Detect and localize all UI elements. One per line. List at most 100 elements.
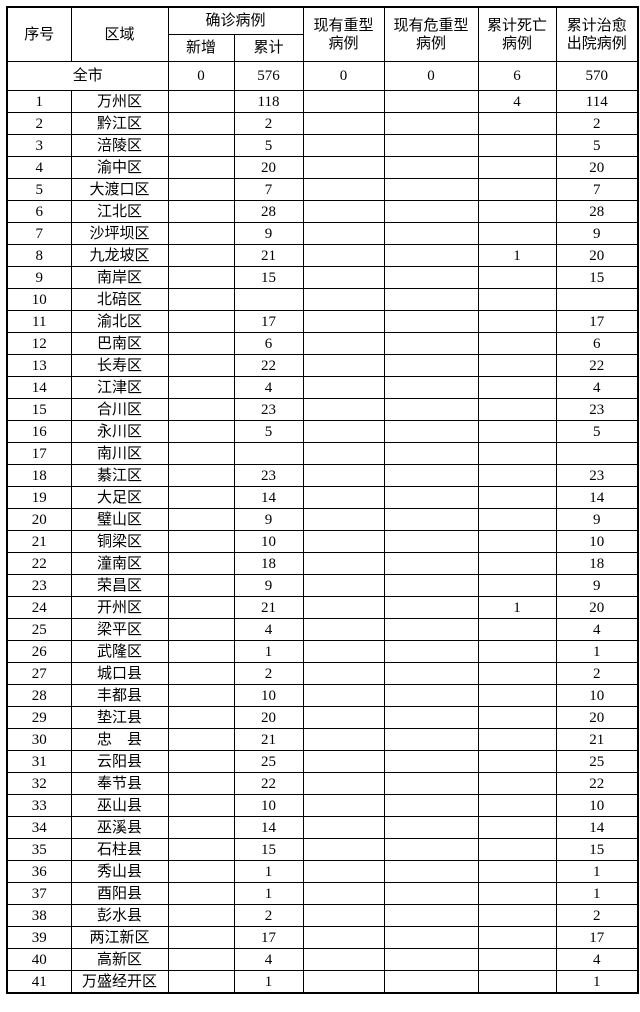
cured-cell: 4	[555, 618, 639, 641]
region-cell: 垫江县	[70, 706, 169, 729]
cured-cell: 17	[555, 926, 639, 949]
region-cell: 永川区	[70, 420, 169, 443]
region-cell: 梁平区	[70, 618, 169, 641]
critical-cell	[383, 112, 479, 135]
table-row: 13 长寿区 22 22	[6, 354, 639, 377]
new-cases-cell	[167, 706, 235, 729]
cumulative-cases-cell: 9	[233, 508, 304, 531]
new-cases-cell	[167, 442, 235, 465]
deaths-cell	[477, 200, 557, 223]
deaths-cell: 1	[477, 244, 557, 267]
header-cumulative-cases: 累计	[233, 34, 304, 62]
deaths-cell	[477, 948, 557, 971]
region-cell: 万盛经开区	[70, 970, 169, 994]
region-cell: 石柱县	[70, 838, 169, 861]
new-cases-cell	[167, 178, 235, 201]
new-cases-cell	[167, 838, 235, 861]
severe-cell	[302, 112, 385, 135]
serial-cell: 19	[6, 486, 72, 509]
total-deaths-cell: 6	[477, 61, 557, 91]
new-cases-cell	[167, 530, 235, 553]
deaths-cell	[477, 552, 557, 575]
critical-cell	[383, 816, 479, 839]
new-cases-cell	[167, 552, 235, 575]
cured-cell: 2	[555, 904, 639, 927]
cumulative-cases-cell: 20	[233, 156, 304, 179]
table-row: 21 铜梁区 10 10	[6, 530, 639, 553]
serial-cell: 17	[6, 442, 72, 465]
table-row: 36 秀山县 1 1	[6, 860, 639, 883]
serial-cell: 36	[6, 860, 72, 883]
region-cell: 铜梁区	[70, 530, 169, 553]
cumulative-cases-cell: 1	[233, 860, 304, 883]
header-severe-cases: 现有重型 病例	[302, 6, 385, 62]
cumulative-cases-cell: 22	[233, 354, 304, 377]
cured-cell: 23	[555, 398, 639, 421]
cumulative-cases-cell: 23	[233, 464, 304, 487]
serial-cell: 12	[6, 332, 72, 355]
cured-cell: 4	[555, 948, 639, 971]
cumulative-cases-cell: 25	[233, 750, 304, 773]
cured-cell: 20	[555, 596, 639, 619]
new-cases-cell	[167, 90, 235, 113]
cured-cell: 10	[555, 530, 639, 553]
cured-cell: 21	[555, 728, 639, 751]
severe-cell	[302, 244, 385, 267]
serial-cell: 34	[6, 816, 72, 839]
severe-cell	[302, 970, 385, 994]
critical-cell	[383, 970, 479, 994]
region-cell: 武隆区	[70, 640, 169, 663]
region-cell: 秀山县	[70, 860, 169, 883]
table-row: 6 江北区 28 28	[6, 200, 639, 223]
serial-cell: 18	[6, 464, 72, 487]
critical-cell	[383, 552, 479, 575]
serial-cell: 9	[6, 266, 72, 289]
cured-cell: 9	[555, 222, 639, 245]
table-row: 41 万盛经开区 1 1	[6, 970, 639, 994]
serial-cell: 14	[6, 376, 72, 399]
cumulative-cases-cell: 18	[233, 552, 304, 575]
new-cases-cell	[167, 794, 235, 817]
cured-cell: 7	[555, 178, 639, 201]
serial-cell: 1	[6, 90, 72, 113]
cured-cell	[555, 442, 639, 465]
cured-cell: 20	[555, 156, 639, 179]
serial-cell: 13	[6, 354, 72, 377]
table-row: 27 城口县 2 2	[6, 662, 639, 685]
serial-cell: 5	[6, 178, 72, 201]
table-row: 22 潼南区 18 18	[6, 552, 639, 575]
cured-cell: 1	[555, 640, 639, 663]
serial-cell: 20	[6, 508, 72, 531]
new-cases-cell	[167, 948, 235, 971]
new-cases-cell	[167, 464, 235, 487]
critical-cell	[383, 178, 479, 201]
deaths-cell	[477, 266, 557, 289]
deaths-cell	[477, 178, 557, 201]
region-cell: 荣昌区	[70, 574, 169, 597]
header-region: 区域	[70, 6, 169, 62]
severe-cell	[302, 618, 385, 641]
cured-cell: 114	[555, 90, 639, 113]
header-row-2: 新增 累计	[7, 34, 638, 62]
cumulative-cases-cell: 21	[233, 244, 304, 267]
severe-cell	[302, 222, 385, 245]
severe-cell	[302, 354, 385, 377]
table-row: 28 丰都县 10 10	[6, 684, 639, 707]
cumulative-cases-cell: 15	[233, 838, 304, 861]
table-row: 18 綦江区 23 23	[6, 464, 639, 487]
new-cases-cell	[167, 354, 235, 377]
cured-cell: 20	[555, 706, 639, 729]
total-severe-cell: 0	[302, 61, 385, 91]
region-cell: 丰都县	[70, 684, 169, 707]
serial-cell: 33	[6, 794, 72, 817]
deaths-cell	[477, 354, 557, 377]
severe-cell	[302, 486, 385, 509]
region-cell: 沙坪坝区	[70, 222, 169, 245]
new-cases-cell	[167, 970, 235, 994]
deaths-cell	[477, 156, 557, 179]
cumulative-cases-cell: 17	[233, 926, 304, 949]
deaths-cell	[477, 464, 557, 487]
table-row: 16 永川区 5 5	[6, 420, 639, 443]
table-row: 31 云阳县 25 25	[6, 750, 639, 773]
critical-cell	[383, 464, 479, 487]
